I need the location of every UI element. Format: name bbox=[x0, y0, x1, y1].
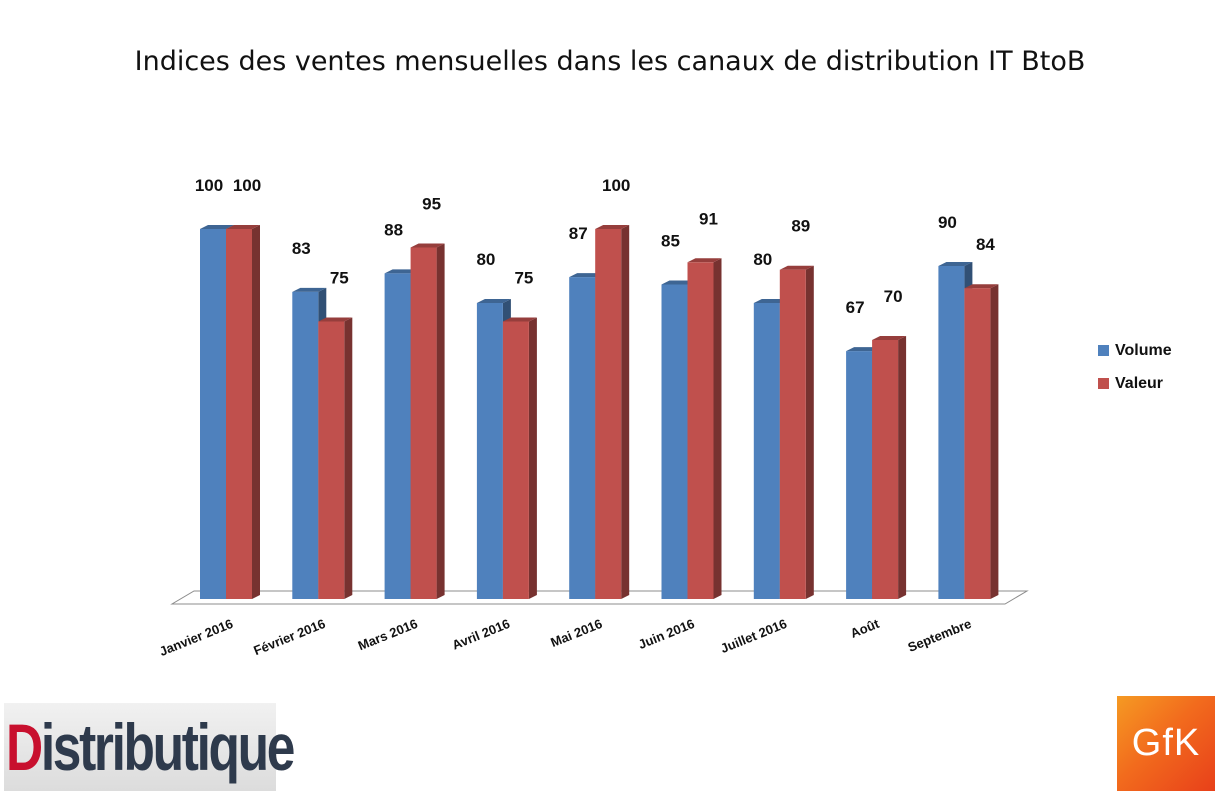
legend-label-valeur: Valeur bbox=[1115, 374, 1164, 392]
data-label-volume-5: 85 bbox=[661, 232, 680, 251]
bar-side-valeur-4 bbox=[621, 225, 630, 599]
bar-top-valeur-2 bbox=[410, 243, 445, 248]
data-label-volume-0: 100 bbox=[195, 176, 223, 195]
data-label-valeur-3: 75 bbox=[514, 269, 533, 288]
bar-top-valeur-6 bbox=[779, 265, 814, 270]
bar-side-valeur-1 bbox=[344, 317, 353, 599]
data-label-valeur-1: 75 bbox=[330, 269, 349, 288]
data-label-volume-7: 67 bbox=[846, 298, 865, 317]
bar-volume-2 bbox=[384, 273, 411, 599]
data-label-volume-3: 80 bbox=[476, 250, 495, 269]
bar-top-valeur-7 bbox=[872, 336, 907, 340]
bar-top-valeur-3 bbox=[502, 317, 537, 322]
data-label-valeur-2: 95 bbox=[422, 195, 441, 214]
legend-swatch-valeur bbox=[1098, 378, 1109, 389]
bar-top-volume-7 bbox=[846, 347, 881, 352]
bar-top-volume-6 bbox=[753, 299, 788, 303]
bar-top-volume-4 bbox=[569, 273, 604, 278]
bar-top-valeur-0 bbox=[226, 225, 260, 229]
legend-item-valeur: Valeur bbox=[1098, 367, 1172, 400]
bar-top-volume-8 bbox=[938, 262, 973, 266]
data-label-volume-4: 87 bbox=[569, 224, 588, 243]
category-label-3: Avril 2016 bbox=[450, 616, 512, 653]
bar-top-volume-2 bbox=[384, 269, 419, 274]
data-label-valeur-5: 91 bbox=[699, 209, 718, 228]
category-label-8: Septembre bbox=[906, 616, 974, 655]
bar-volume-6 bbox=[753, 303, 780, 599]
bar-valeur-6 bbox=[779, 269, 806, 599]
data-label-volume-2: 88 bbox=[384, 220, 403, 239]
legend: Volume Valeur bbox=[1098, 334, 1172, 400]
bar-top-valeur-8 bbox=[964, 284, 999, 289]
bar-chart: 100 100 Janvier 2016 83 75 Février 2016 88 95 Ma… bbox=[157, 176, 1029, 659]
bar-valeur-3 bbox=[502, 321, 529, 599]
chart-title: Indices des ventes mensuelles dans les c… bbox=[134, 46, 1086, 77]
bar-valeur-8 bbox=[964, 288, 991, 599]
bar-volume-5 bbox=[661, 284, 688, 599]
bar-volume-7 bbox=[846, 351, 873, 599]
bar-valeur-0 bbox=[226, 229, 252, 599]
bar-side-valeur-7 bbox=[898, 336, 907, 599]
bar-side-valeur-0 bbox=[252, 225, 260, 599]
category-label-5: Juin 2016 bbox=[636, 616, 697, 652]
bar-side-valeur-2 bbox=[436, 243, 445, 599]
data-label-volume-1: 83 bbox=[292, 239, 311, 258]
bar-volume-4 bbox=[569, 277, 596, 599]
bar-top-valeur-5 bbox=[687, 258, 722, 263]
bar-side-valeur-6 bbox=[805, 265, 814, 599]
distributique-logo: Distributique bbox=[4, 703, 295, 791]
legend-swatch-volume bbox=[1098, 345, 1109, 356]
logo-letter: D bbox=[6, 710, 43, 784]
bar-valeur-1 bbox=[318, 321, 345, 599]
bar-volume-3 bbox=[476, 303, 503, 599]
gfk-logo: GfK bbox=[1117, 696, 1215, 791]
legend-label-volume: Volume bbox=[1115, 341, 1172, 359]
category-label-6: Juillet 2016 bbox=[718, 616, 789, 656]
bar-side-valeur-5 bbox=[713, 258, 722, 599]
bar-top-valeur-1 bbox=[318, 317, 353, 322]
bar-top-volume-3 bbox=[476, 299, 511, 303]
bar-volume-8 bbox=[938, 266, 965, 599]
legend-item-volume: Volume bbox=[1098, 334, 1172, 367]
bar-volume-0 bbox=[200, 229, 226, 599]
data-label-valeur-6: 89 bbox=[791, 217, 810, 236]
data-label-valeur-4: 100 bbox=[602, 176, 630, 195]
data-label-volume-6: 80 bbox=[753, 250, 772, 269]
data-label-volume-8: 90 bbox=[938, 213, 957, 232]
bar-valeur-2 bbox=[410, 247, 437, 599]
bar-valeur-5 bbox=[687, 262, 714, 599]
category-label-1: Février 2016 bbox=[251, 616, 327, 658]
category-label-2: Mars 2016 bbox=[356, 616, 420, 653]
bar-top-volume-1 bbox=[292, 287, 327, 292]
bar-side-valeur-8 bbox=[990, 284, 999, 599]
category-label-0: Janvier 2016 bbox=[157, 616, 235, 659]
data-label-valeur-8: 84 bbox=[976, 235, 995, 254]
bar-valeur-4 bbox=[595, 229, 622, 599]
bar-side-valeur-3 bbox=[528, 317, 537, 599]
bar-volume-1 bbox=[292, 291, 319, 599]
category-label-4: Mai 2016 bbox=[548, 616, 604, 650]
bar-valeur-7 bbox=[872, 340, 899, 599]
data-label-valeur-0: 100 bbox=[233, 176, 261, 195]
logo-word: istributique bbox=[40, 710, 296, 784]
data-label-valeur-7: 70 bbox=[884, 287, 903, 306]
category-label-7: Août bbox=[848, 616, 882, 641]
bar-top-volume-5 bbox=[661, 280, 696, 285]
bar-top-volume-0 bbox=[200, 225, 234, 229]
bar-top-valeur-4 bbox=[595, 225, 630, 229]
